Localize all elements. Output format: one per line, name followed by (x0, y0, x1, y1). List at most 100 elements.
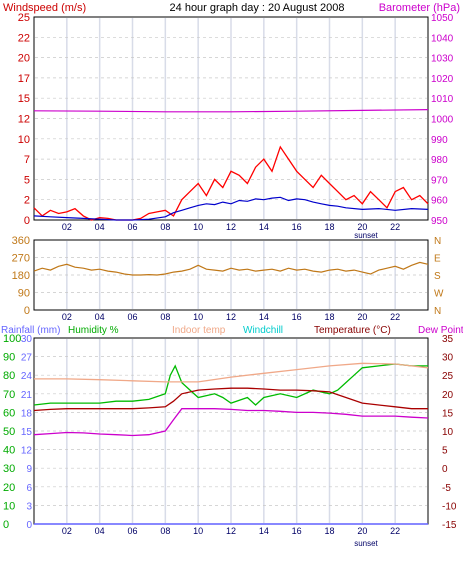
temp-y-tick-35: 35 (442, 334, 454, 345)
temp-x-tick-08: 08 (160, 526, 170, 536)
dir-x-tick-10: 10 (193, 312, 203, 322)
legend-rainfall: Rainfall (mm) (1, 325, 60, 336)
dir-x-tick-22: 22 (390, 312, 400, 322)
sunset-label-bottom: sunset (354, 539, 378, 548)
humidity-y-tick-50: 50 (3, 426, 15, 438)
dir-x-tick-18: 18 (324, 312, 334, 322)
humidity-y-tick-10: 10 (3, 500, 15, 512)
windspeed-axis-title: Windspeed (m/s) (3, 2, 86, 14)
dir-x-tick-06: 06 (127, 312, 137, 322)
temp-x-tick-14: 14 (259, 526, 269, 536)
wind-x-tick-22: 22 (390, 222, 400, 232)
wind-x-tick-10: 10 (193, 222, 203, 232)
temp-x-tick-06: 06 (127, 526, 137, 536)
wind-y-tick-15: 15 (18, 93, 30, 105)
temp-y-tick--5: -5 (442, 483, 451, 494)
legend-humidity: Humidity % (68, 325, 119, 336)
dir-compass-tick-1: W (434, 289, 444, 300)
rain-y-tick-6: 6 (26, 483, 32, 494)
rain-y-tick-15: 15 (21, 427, 33, 438)
wind-x-tick-12: 12 (226, 222, 236, 232)
dir-x-tick-12: 12 (226, 312, 236, 322)
wind-x-tick-16: 16 (292, 222, 302, 232)
temperature-line (33, 387, 428, 412)
wind-x-tick-20: 20 (357, 222, 367, 232)
humidity-y-tick-30: 30 (3, 463, 15, 475)
wind-y-tick-5: 5 (24, 174, 30, 186)
rain-y-tick-18: 18 (21, 408, 33, 419)
wind-x-tick-06: 06 (127, 222, 137, 232)
direction-panel-frame (33, 239, 429, 311)
rain-y-tick-21: 21 (21, 390, 33, 401)
rain-y-tick-27: 27 (21, 353, 33, 364)
baro-y-tick-1050: 1050 (431, 13, 454, 24)
legend-dew-point: Dew Point (418, 325, 463, 336)
sunset-label-top: sunset (354, 231, 378, 240)
humidity-y-tick-70: 70 (3, 389, 15, 401)
dir-compass-tick-4: N (434, 236, 441, 247)
temp-y-tick-5: 5 (442, 446, 448, 457)
indoor-line (34, 362, 429, 383)
wind-direction-line (33, 261, 429, 276)
baro-y-tick-1030: 1030 (431, 54, 454, 65)
rain-y-tick-0: 0 (26, 520, 32, 531)
temp-x-tick-20: 20 (357, 526, 367, 536)
dir-y-tick-270: 270 (12, 253, 30, 265)
dir-y-tick-360: 360 (12, 235, 30, 247)
page-title: 24 hour graph day : 20 August 2008 (170, 2, 345, 14)
wind-y-tick-10: 10 (18, 134, 30, 146)
humidity-y-tick-80: 80 (3, 370, 15, 382)
temp-x-tick-10: 10 (193, 526, 203, 536)
temp-x-tick-22: 22 (390, 526, 400, 536)
legend-indoor-temp: Indoor temp (172, 325, 226, 336)
dir-x-tick-20: 20 (357, 312, 367, 322)
humidity-y-tick-0: 0 (3, 519, 9, 531)
humidity-y-tick-100: 100 (3, 333, 21, 345)
legend-temperature: Temperature (°C) (314, 325, 391, 336)
baro-y-tick-1010: 1010 (431, 94, 454, 105)
dir-x-tick-02: 02 (62, 312, 72, 322)
rain-y-tick-24: 24 (21, 371, 33, 382)
barometer-line (33, 109, 429, 113)
dewpoint-line (33, 408, 429, 437)
temp-x-tick-02: 02 (62, 526, 72, 536)
temp-x-tick-12: 12 (226, 526, 236, 536)
wind-panel-frame (33, 16, 429, 221)
temp-y-tick--15: -15 (442, 520, 457, 531)
dir-x-tick-16: 16 (292, 312, 302, 322)
baro-y-tick-990: 990 (431, 135, 448, 146)
temp-y-tick-0: 0 (442, 464, 448, 475)
rain-y-tick-9: 9 (26, 464, 32, 475)
baro-y-tick-1040: 1040 (431, 33, 454, 44)
wind-y-tick-0: 0 (24, 215, 30, 227)
legend-windchill: Windchill (243, 325, 283, 336)
temp-y-tick-25: 25 (442, 371, 454, 382)
wind-y-tick-25: 25 (18, 12, 30, 24)
chart-layer: 0257101215172022259509609709809901000101… (3, 12, 457, 536)
baro-y-tick-1000: 1000 (431, 115, 454, 126)
humidity-y-tick-90: 90 (3, 352, 15, 364)
baro-y-tick-980: 980 (431, 155, 448, 166)
temp-x-tick-16: 16 (292, 526, 302, 536)
dir-x-tick-14: 14 (259, 312, 269, 322)
wind-x-tick-02: 02 (62, 222, 72, 232)
dir-y-tick-90: 90 (18, 288, 30, 300)
temp-x-tick-04: 04 (95, 526, 105, 536)
dir-compass-tick-3: E (434, 254, 441, 265)
dir-x-tick-08: 08 (160, 312, 170, 322)
dir-compass-tick-2: S (434, 271, 441, 282)
temp-y-tick-15: 15 (442, 408, 454, 419)
wind-y-tick-20: 20 (18, 53, 30, 65)
wind-x-tick-14: 14 (259, 222, 269, 232)
temp-y-tick-10: 10 (442, 427, 454, 438)
humidity-line (33, 363, 428, 406)
temp-y-tick-20: 20 (442, 390, 454, 401)
wind-y-tick-22: 22 (18, 32, 30, 44)
baro-y-tick-950: 950 (431, 216, 448, 227)
wind-y-tick-7: 7 (24, 154, 30, 166)
baro-y-tick-1020: 1020 (431, 74, 454, 85)
barometer-axis-title: Barometer (hPa) (379, 2, 460, 14)
baro-y-tick-970: 970 (431, 175, 448, 186)
